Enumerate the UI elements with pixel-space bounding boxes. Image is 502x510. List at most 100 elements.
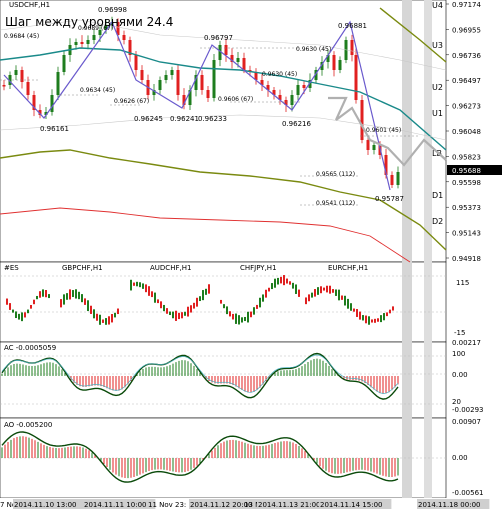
mini-candle xyxy=(338,289,340,301)
mini-candle xyxy=(111,314,113,323)
mini-candle xyxy=(223,304,225,309)
band-red-line xyxy=(0,207,411,263)
ao-signal-line xyxy=(1,431,399,483)
mini-candle xyxy=(232,313,234,320)
candle-body xyxy=(134,55,138,70)
channel-line xyxy=(0,114,447,141)
ac-scale-label: 0.00 xyxy=(452,371,468,379)
mini-candle xyxy=(308,294,310,302)
candle-body xyxy=(308,80,312,88)
mini-candle xyxy=(353,308,355,312)
mini-candle xyxy=(172,311,174,319)
candle-body xyxy=(236,58,240,62)
candle-body xyxy=(242,58,246,70)
forecast-path xyxy=(328,96,447,167)
mini-candle xyxy=(205,288,207,295)
swing-label: 0.95787 xyxy=(375,195,404,203)
mini-candle xyxy=(323,287,325,291)
mini-candle xyxy=(18,313,20,320)
swing-label: 0.96998 xyxy=(98,6,127,14)
mini-candle xyxy=(326,285,328,293)
ao-scale-label: 0.00 xyxy=(452,454,468,462)
swing-label: 0.96245 xyxy=(134,115,163,123)
mini-candle xyxy=(117,308,119,315)
mini-candle xyxy=(244,316,246,322)
mini-candle xyxy=(72,290,74,298)
ac-panel-frame xyxy=(0,341,447,419)
candle-body xyxy=(80,42,84,44)
candle-body xyxy=(158,80,162,90)
ma-olive-line xyxy=(0,149,447,251)
mini-candle xyxy=(356,309,358,317)
mini-candle xyxy=(30,304,32,309)
mini-candle xyxy=(247,311,249,323)
price-scale-label: 0.96955 xyxy=(452,26,481,34)
candle-body xyxy=(20,70,24,82)
mini-candle xyxy=(108,316,110,325)
mini-candle xyxy=(268,287,270,292)
time-label-bg xyxy=(13,499,86,509)
mini-candle xyxy=(181,312,183,319)
mini-candle xyxy=(380,315,382,323)
mini-candle xyxy=(250,311,252,318)
swing-label: 0.96233 xyxy=(198,115,227,123)
level-marker: D2 xyxy=(432,217,443,226)
candle-body xyxy=(290,95,294,105)
mini-candle xyxy=(190,305,192,313)
mini-candle xyxy=(238,315,240,325)
candle-body xyxy=(122,35,126,40)
zigzag-line xyxy=(3,20,391,191)
mini-candle xyxy=(226,306,228,315)
candle-body xyxy=(44,112,48,115)
mini-candle xyxy=(286,278,288,284)
mini-candle xyxy=(39,291,41,298)
mini-candle xyxy=(362,315,364,321)
candle-body xyxy=(278,95,282,100)
candle-body xyxy=(326,55,330,62)
mini-candle xyxy=(298,289,300,297)
mini-candle xyxy=(15,311,17,319)
candle-body xyxy=(182,95,186,105)
ma-teal-line xyxy=(0,47,447,151)
candle-body xyxy=(152,90,156,95)
pairs-scale-top: 115 xyxy=(456,279,469,287)
time-axis-label: 2014.11.18 00:00 xyxy=(418,501,480,509)
mini-candle xyxy=(69,289,71,300)
price-scale-label: 0.96497 xyxy=(452,77,481,85)
ao-scale-label: 0.00907 xyxy=(452,418,481,426)
mini-candle xyxy=(280,276,282,284)
candle-body xyxy=(360,100,364,140)
swing-label: 0.96241 xyxy=(170,115,199,123)
mini-candle xyxy=(377,318,379,322)
ac-scale-label: 100 xyxy=(452,350,465,358)
mini-candle xyxy=(93,309,95,319)
swing-label: 0.96881 xyxy=(338,22,367,30)
pairs-label-usdchf: #ES xyxy=(4,264,19,272)
mini-candle xyxy=(142,283,144,289)
level-label: 0.9541 (112) xyxy=(316,200,355,207)
mini-candle xyxy=(341,295,343,300)
candle-body xyxy=(266,85,270,90)
mini-candle xyxy=(45,290,47,298)
mini-candle xyxy=(75,289,77,299)
main-panel-frame xyxy=(0,0,447,263)
mini-candle xyxy=(392,306,394,311)
candle-body xyxy=(254,72,258,80)
mini-candle xyxy=(220,299,222,304)
mini-candle xyxy=(63,294,65,305)
mini-candle xyxy=(389,309,391,314)
pair-label: CHFJPY,H1 xyxy=(240,264,277,272)
time-label-bg xyxy=(257,499,330,509)
ma-olive-upper xyxy=(379,7,447,63)
candle-body xyxy=(164,75,168,80)
mini-candle xyxy=(265,289,267,298)
price-scale-label: 0.95373 xyxy=(452,204,481,212)
ac-signal-line xyxy=(1,352,399,400)
candle-body xyxy=(104,25,108,30)
mini-candle xyxy=(320,286,322,294)
candle-body xyxy=(350,40,354,55)
mini-candle xyxy=(344,295,346,306)
pair-label: GBPCHF,H1 xyxy=(62,264,103,272)
